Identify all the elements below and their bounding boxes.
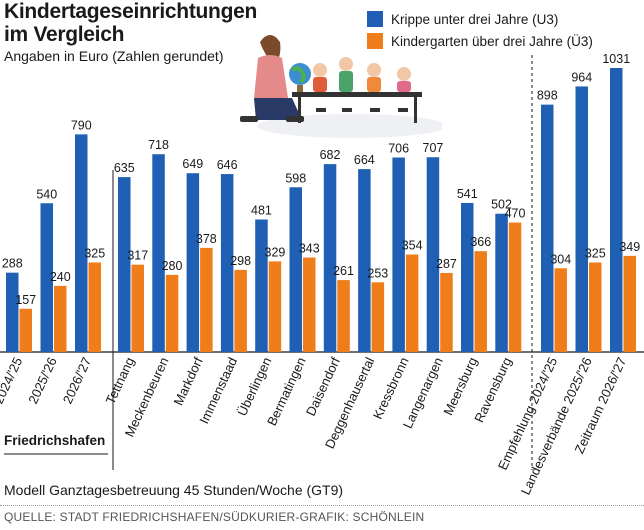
value-label-ue3: 349 <box>619 240 640 254</box>
value-label-u3: 718 <box>148 138 169 152</box>
bar-u3 <box>610 68 623 352</box>
bar-ue3 <box>165 274 179 352</box>
legend-swatch-u3 <box>367 11 383 27</box>
value-label-u3: 898 <box>537 89 558 103</box>
value-label-u3: 682 <box>320 148 341 162</box>
legend-label-u3: Krippe unter drei Jahre (U3) <box>391 11 559 27</box>
bar-ue3 <box>19 308 32 352</box>
source-credit: QUELLE: STADT FRIEDRICHSHAFEN/SÜDKURIER-… <box>4 510 425 524</box>
legend: Krippe unter drei Jahre (U3) Kindergarte… <box>367 8 593 52</box>
value-label-u3: 635 <box>114 161 135 175</box>
value-label-u3: 1031 <box>602 52 630 66</box>
bar-ue3 <box>200 247 213 352</box>
value-label-ue3: 253 <box>367 266 388 280</box>
category-label: Markdorf <box>171 355 206 408</box>
bar-u3 <box>6 272 19 352</box>
bar-ue3 <box>54 285 67 352</box>
legend-item-u3: Krippe unter drei Jahre (U3) <box>367 8 593 30</box>
bar-ue3 <box>234 269 247 352</box>
chart-title: Kindertageseinrichtungen im Vergleich <box>4 0 264 46</box>
value-label-u3: 964 <box>571 70 592 84</box>
bar-u3 <box>541 104 554 352</box>
category-label: 2026/'27 <box>60 355 95 406</box>
category-label: Tettnang <box>103 355 138 407</box>
bar-ue3 <box>508 222 522 352</box>
bar-u3 <box>152 154 165 352</box>
bar-u3 <box>358 169 371 352</box>
bar-u3 <box>289 187 302 352</box>
value-label-u3: 288 <box>2 257 23 271</box>
value-label-ue3: 329 <box>265 245 286 259</box>
kindergarten-illustration <box>240 35 442 138</box>
bar-ue3 <box>623 255 636 352</box>
category-label: 2025/'26 <box>25 355 60 406</box>
group-label: Friedrichshafen <box>4 433 105 448</box>
value-label-ue3: 378 <box>196 232 217 246</box>
value-label-ue3: 298 <box>230 254 251 268</box>
value-label-ue3: 325 <box>84 246 105 260</box>
category-label: Daisendorf <box>303 355 343 419</box>
bar-u3 <box>118 177 131 352</box>
bar-ue3 <box>88 262 101 352</box>
bar-ue3 <box>474 251 487 352</box>
category-label: Meersburg <box>440 355 480 418</box>
bar-u3 <box>323 164 337 352</box>
title-line-2: im Vergleich <box>4 23 125 46</box>
value-label-ue3: 354 <box>402 238 423 252</box>
bar-ue3 <box>371 282 385 352</box>
chart-subtitle: Angaben in Euro (Zahlen gerundet) <box>4 48 224 64</box>
bar-ue3 <box>131 264 144 352</box>
value-label-u3: 502 <box>491 198 512 212</box>
value-label-ue3: 470 <box>505 207 526 221</box>
bar-ue3 <box>337 280 350 352</box>
bar-ue3 <box>440 272 453 352</box>
category-label: Überlingen <box>234 355 274 418</box>
bar-ue3 <box>405 254 419 352</box>
value-label-u3: 481 <box>251 204 272 218</box>
value-label-ue3: 157 <box>15 293 36 307</box>
value-label-ue3: 240 <box>50 270 71 284</box>
bar-u3 <box>495 213 508 352</box>
legend-label-ue3: Kindergarten über drei Jahre (Ü3) <box>391 33 593 49</box>
footer-divider <box>0 505 644 506</box>
value-label-ue3: 304 <box>550 252 571 266</box>
bar-u3 <box>392 157 405 352</box>
model-note: Modell Ganztagesbetreuung 45 Stunden/Woc… <box>4 482 344 498</box>
value-label-ue3: 287 <box>436 257 457 271</box>
bar-u3 <box>186 173 200 352</box>
legend-item-ue3: Kindergarten über drei Jahre (Ü3) <box>367 30 593 52</box>
value-label-u3: 664 <box>354 153 375 167</box>
value-label-ue3: 317 <box>127 249 148 263</box>
value-label-ue3: 366 <box>470 235 491 249</box>
legend-swatch-ue3 <box>367 33 383 49</box>
bar-ue3 <box>268 261 282 352</box>
title-line-1: Kindertageseinrichtungen <box>4 0 258 23</box>
value-label-u3: 790 <box>71 118 92 132</box>
bar-u3 <box>575 86 588 352</box>
value-label-u3: 649 <box>182 157 203 171</box>
value-label-ue3: 280 <box>162 259 183 273</box>
value-label-u3: 707 <box>423 141 444 155</box>
value-label-u3: 598 <box>285 171 306 185</box>
value-label-ue3: 343 <box>299 242 320 256</box>
bar-u3 <box>75 134 88 352</box>
bar-ue3 <box>554 268 567 352</box>
value-label-ue3: 325 <box>585 246 606 260</box>
bar-u3 <box>40 203 53 352</box>
bar-u3 <box>426 157 440 352</box>
bar-u3 <box>220 174 234 352</box>
value-label-u3: 540 <box>36 187 57 201</box>
value-label-u3: 646 <box>217 158 238 172</box>
bar-ue3 <box>303 257 316 352</box>
bar-ue3 <box>589 262 602 352</box>
value-label-u3: 706 <box>388 142 409 156</box>
value-label-ue3: 261 <box>333 264 354 278</box>
bar-u3 <box>461 202 474 352</box>
category-label: 2024/'25 <box>0 355 25 406</box>
bar-u3 <box>255 219 268 352</box>
value-label-u3: 541 <box>457 187 478 201</box>
